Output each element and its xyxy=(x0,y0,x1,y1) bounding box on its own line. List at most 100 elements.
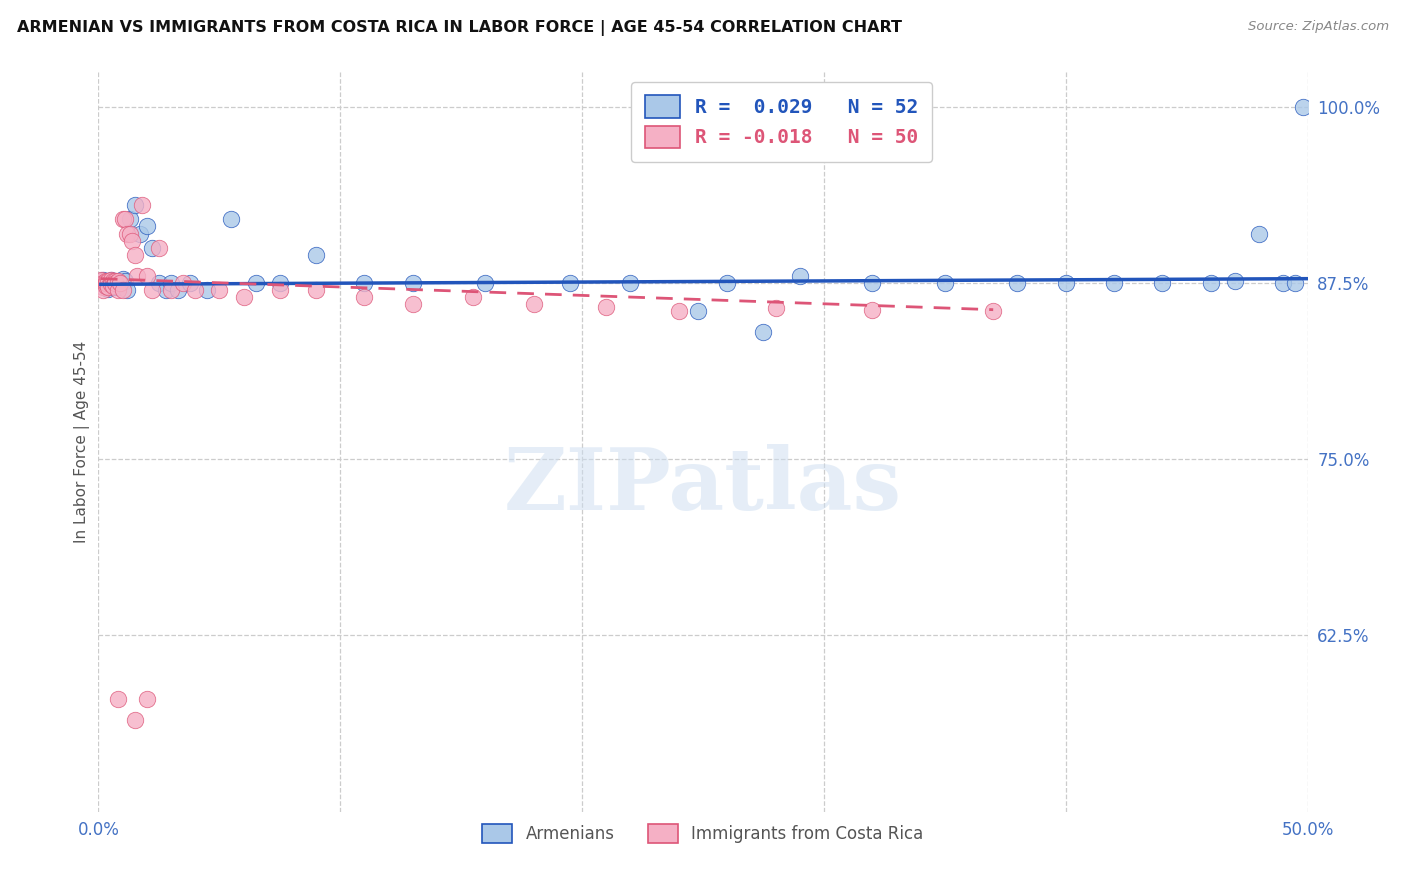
Y-axis label: In Labor Force | Age 45-54: In Labor Force | Age 45-54 xyxy=(75,341,90,542)
Point xyxy=(117,227,139,241)
Point xyxy=(94,278,117,293)
Point xyxy=(269,283,291,297)
Point xyxy=(160,276,183,290)
Point xyxy=(127,268,149,283)
Point xyxy=(141,283,163,297)
Point xyxy=(619,276,641,290)
Point xyxy=(1199,276,1222,290)
Point xyxy=(100,278,122,293)
Point xyxy=(91,276,114,290)
Point xyxy=(90,275,112,289)
Point xyxy=(668,304,690,318)
Point xyxy=(94,275,117,289)
Point xyxy=(91,280,114,294)
Point xyxy=(221,212,243,227)
Point xyxy=(111,271,134,285)
Point xyxy=(94,275,117,289)
Point xyxy=(402,276,425,290)
Point xyxy=(1284,276,1306,290)
Point xyxy=(1152,276,1174,290)
Point xyxy=(97,275,120,289)
Point xyxy=(118,212,141,227)
Point xyxy=(167,283,190,297)
Point xyxy=(107,280,129,294)
Text: ZIPatlas: ZIPatlas xyxy=(503,444,903,528)
Point xyxy=(245,276,267,290)
Point xyxy=(148,241,170,255)
Point xyxy=(107,275,129,289)
Point xyxy=(107,283,129,297)
Point xyxy=(1007,276,1029,290)
Point xyxy=(97,281,120,295)
Point xyxy=(155,283,177,297)
Point xyxy=(860,276,883,290)
Point xyxy=(111,283,134,297)
Point xyxy=(104,275,127,289)
Point xyxy=(474,276,496,290)
Point xyxy=(765,301,787,316)
Point xyxy=(101,278,124,293)
Point xyxy=(128,227,150,241)
Point xyxy=(108,276,131,290)
Point xyxy=(90,275,112,289)
Point xyxy=(100,273,122,287)
Point xyxy=(172,276,194,290)
Point xyxy=(121,234,143,248)
Point xyxy=(353,276,375,290)
Point xyxy=(94,276,117,290)
Point xyxy=(195,283,218,297)
Point xyxy=(463,290,485,304)
Point xyxy=(752,325,775,339)
Point xyxy=(179,276,201,290)
Point xyxy=(97,276,120,290)
Point xyxy=(558,276,581,290)
Point xyxy=(208,283,231,297)
Point xyxy=(124,248,146,262)
Point xyxy=(184,283,207,297)
Point xyxy=(108,277,131,292)
Point xyxy=(90,273,112,287)
Point xyxy=(91,277,114,292)
Point xyxy=(104,275,127,289)
Point xyxy=(100,277,122,292)
Point xyxy=(1223,275,1246,289)
Text: Source: ZipAtlas.com: Source: ZipAtlas.com xyxy=(1249,20,1389,33)
Point xyxy=(124,198,146,212)
Point xyxy=(305,283,328,297)
Point xyxy=(104,276,127,290)
Point xyxy=(305,248,328,262)
Point xyxy=(523,297,546,311)
Point xyxy=(860,302,883,317)
Point xyxy=(91,283,114,297)
Point xyxy=(101,275,124,289)
Point xyxy=(114,275,136,289)
Point xyxy=(135,219,157,234)
Point xyxy=(1102,276,1125,290)
Point xyxy=(688,304,710,318)
Point xyxy=(1272,276,1295,290)
Point xyxy=(160,283,183,297)
Point xyxy=(131,198,153,212)
Point xyxy=(107,692,129,706)
Point xyxy=(124,713,146,727)
Point xyxy=(716,276,738,290)
Point xyxy=(97,280,120,294)
Point xyxy=(934,276,956,290)
Point xyxy=(981,304,1004,318)
Point xyxy=(135,692,157,706)
Point xyxy=(1292,100,1315,114)
Point xyxy=(402,297,425,311)
Point xyxy=(232,290,254,304)
Point xyxy=(269,276,291,290)
Point xyxy=(135,268,157,283)
Point xyxy=(141,241,163,255)
Point xyxy=(100,273,122,287)
Text: ARMENIAN VS IMMIGRANTS FROM COSTA RICA IN LABOR FORCE | AGE 45-54 CORRELATION CH: ARMENIAN VS IMMIGRANTS FROM COSTA RICA I… xyxy=(17,20,901,36)
Point xyxy=(1054,276,1077,290)
Legend: Armenians, Immigrants from Costa Rica: Armenians, Immigrants from Costa Rica xyxy=(474,815,932,852)
Point xyxy=(595,300,617,314)
Point xyxy=(353,290,375,304)
Point xyxy=(101,280,124,294)
Point xyxy=(94,280,117,294)
Point xyxy=(148,276,170,290)
